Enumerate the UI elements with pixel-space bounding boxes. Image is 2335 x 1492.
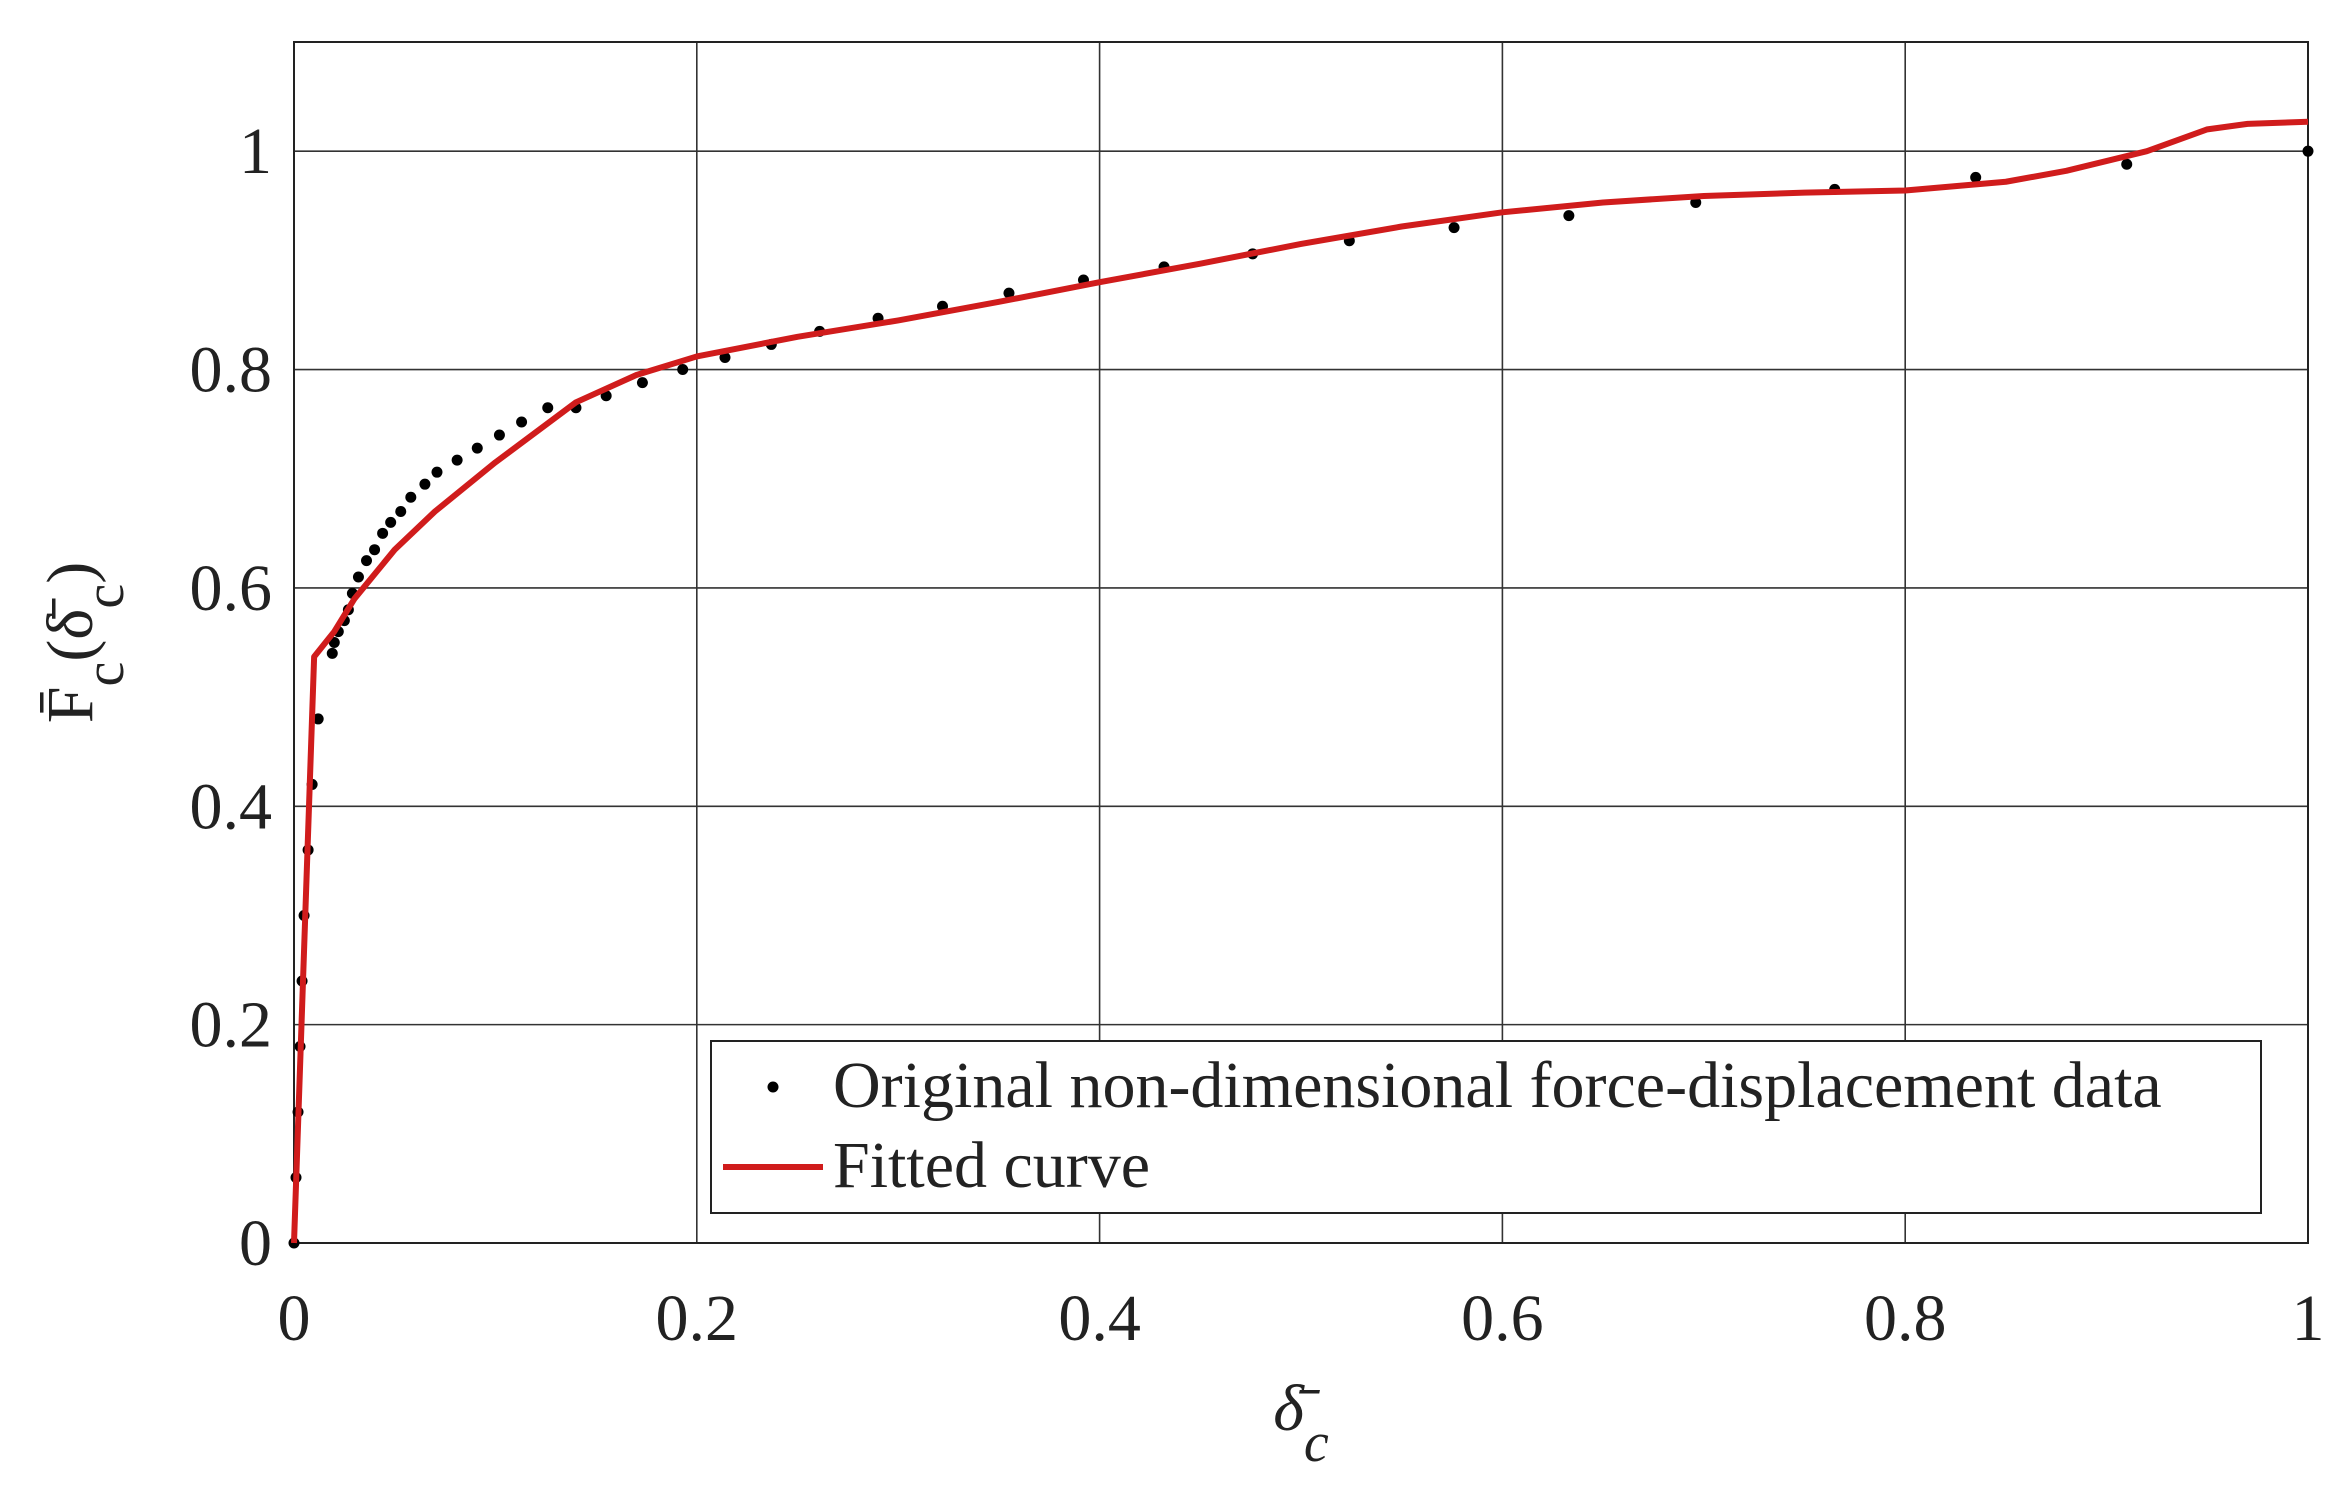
x-tick-label: 0.4 bbox=[1058, 1282, 1141, 1355]
data-point bbox=[471, 442, 483, 454]
data-point bbox=[361, 555, 373, 567]
y-tick-label: 0.4 bbox=[190, 770, 273, 843]
y-axis-label-part: ) bbox=[34, 562, 107, 584]
y-axis-label-part: c bbox=[74, 662, 136, 687]
x-axis-label-part: c bbox=[1304, 1412, 1329, 1474]
data-point bbox=[431, 466, 443, 478]
y-axis-label-part: c bbox=[74, 584, 136, 609]
data-point bbox=[377, 527, 389, 539]
data-point bbox=[1003, 287, 1015, 299]
data-point bbox=[451, 454, 463, 466]
plot-frame bbox=[293, 41, 2309, 1244]
x-tick-label: 1 bbox=[2292, 1282, 2325, 1355]
data-point bbox=[419, 478, 431, 490]
y-tick-label: 0.2 bbox=[190, 989, 273, 1062]
x-tick-label: 0 bbox=[278, 1282, 311, 1355]
data-point bbox=[1448, 222, 1460, 234]
legend-label: Fitted curve bbox=[833, 1129, 1150, 1202]
y-tick-label: 1 bbox=[239, 115, 272, 188]
y-axis-label-part: F̄ bbox=[34, 687, 107, 724]
data-point bbox=[369, 544, 381, 556]
fitted-line bbox=[291, 118, 2309, 1244]
data-point bbox=[636, 377, 648, 389]
data-point bbox=[677, 364, 689, 376]
data-point bbox=[385, 516, 397, 528]
x-tick-label: 0.8 bbox=[1864, 1282, 1947, 1355]
y-tick-label: 0.6 bbox=[190, 552, 273, 625]
data-point bbox=[326, 647, 338, 659]
data-point bbox=[516, 416, 528, 428]
data-point bbox=[493, 429, 505, 441]
data-point bbox=[395, 505, 407, 517]
data-point bbox=[1970, 171, 1982, 183]
x-tick-label: 0.2 bbox=[656, 1282, 739, 1355]
legend-marker bbox=[767, 1081, 779, 1093]
x-tick-label: 0.6 bbox=[1461, 1282, 1544, 1355]
data-point bbox=[2302, 145, 2314, 157]
legend-box bbox=[710, 1040, 2262, 1214]
data-point bbox=[1563, 210, 1575, 222]
data-point bbox=[312, 713, 324, 725]
data-point bbox=[405, 491, 417, 503]
data-point bbox=[1690, 196, 1702, 208]
data-point bbox=[719, 352, 731, 364]
data-point bbox=[352, 571, 364, 583]
data-point bbox=[2121, 158, 2133, 170]
legend-label: Original non-dimensional force-displacem… bbox=[833, 1049, 2162, 1122]
y-tick-label: 0 bbox=[239, 1207, 272, 1280]
data-point bbox=[542, 402, 554, 414]
y-tick-label: 0.8 bbox=[190, 334, 273, 407]
